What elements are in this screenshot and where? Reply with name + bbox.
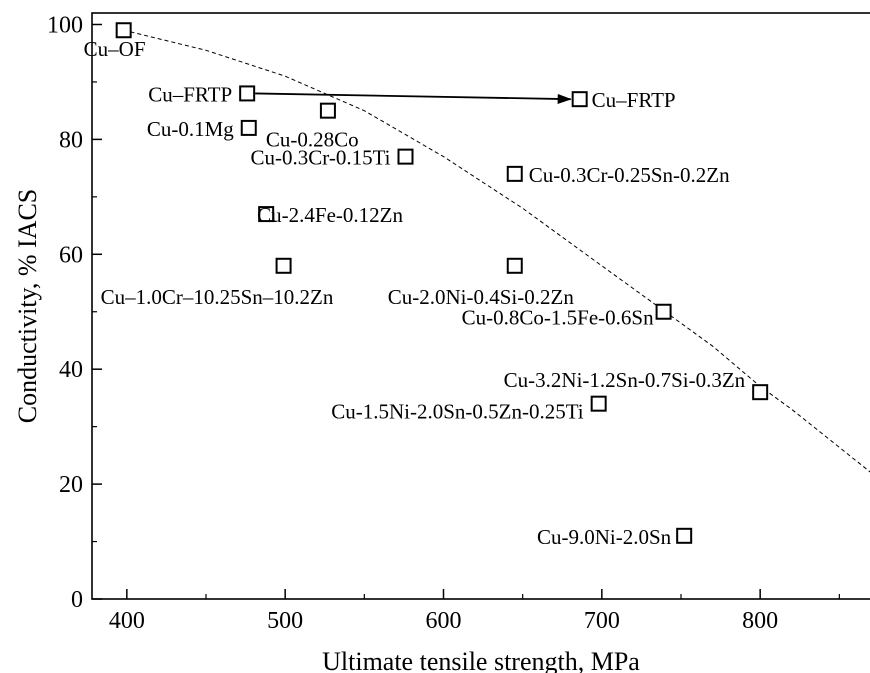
point-label-6: Cu–1.0Cr–10.25Sn–10.2Zn [101,285,334,309]
data-point-10 [655,303,672,320]
data-point-4 [397,148,414,165]
data-point-0 [115,22,132,39]
data-point-5 [258,206,275,223]
point-label-10: Cu-0.8Co-1.5Fe-0.6Sn [462,306,654,330]
x-axis-title: Ultimate tensile strength, MPa [322,647,640,673]
y-tick-label-20: 20 [59,472,83,498]
point-label-0: Cu–OF [84,37,146,61]
x-tick-label-800: 800 [742,608,778,634]
point-label-5: Cu-2.4Fe-0.12Zn [257,203,403,227]
data-point-13 [676,527,693,544]
x-tick-label-600: 600 [426,608,462,634]
y-tick-label-40: 40 [59,357,83,383]
x-axis: 400 500 600 700 800 [109,589,840,634]
x-tick-label-400: 400 [109,608,145,634]
arrow-layer [255,92,572,104]
data-point-11 [752,384,769,401]
data-point-9 [506,257,523,274]
point-label-3: Cu-0.28Co [266,128,359,152]
points-layer [115,22,769,544]
data-point-2 [240,119,257,136]
point-label-9: Cu-2.0Ni-0.4Si-0.2Zn [388,285,575,309]
point-label-12: Cu-1.5Ni-2.0Sn-0.5Zn-0.25Ti [331,400,584,424]
point-label-7: Cu–FRTP [592,88,676,112]
point-label-1: Cu–FRTP [148,82,232,106]
data-point-12 [590,395,607,412]
x-tick-label-500: 500 [267,608,303,634]
point-label-13: Cu-9.0Ni-2.0Sn [537,525,672,549]
frtp-arrow [255,92,572,104]
point-label-2: Cu-0.1Mg [147,117,234,141]
y-axis-title: Conductivity, % IACS [13,189,42,423]
plot-frame [91,12,870,600]
data-point-3 [319,102,336,119]
data-point-6 [275,257,292,274]
point-label-8: Cu-0.3Cr-0.25Sn-0.2Zn [529,163,730,187]
point-label-4: Cu-0.3Cr-0.15Ti [251,146,391,170]
data-point-1 [239,85,256,102]
y-tick-label-0: 0 [71,587,83,613]
x-tick-label-700: 700 [584,608,620,634]
y-tick-label-100: 100 [47,12,83,38]
point-label-11: Cu-3.2Ni-1.2Sn-0.7Si-0.3Zn [504,368,746,392]
data-point-7 [571,91,588,108]
y-tick-label-80: 80 [59,127,83,153]
y-tick-label-60: 60 [59,242,83,268]
data-point-8 [506,165,523,182]
y-axis: 0 20 40 60 80 100 [47,12,102,613]
